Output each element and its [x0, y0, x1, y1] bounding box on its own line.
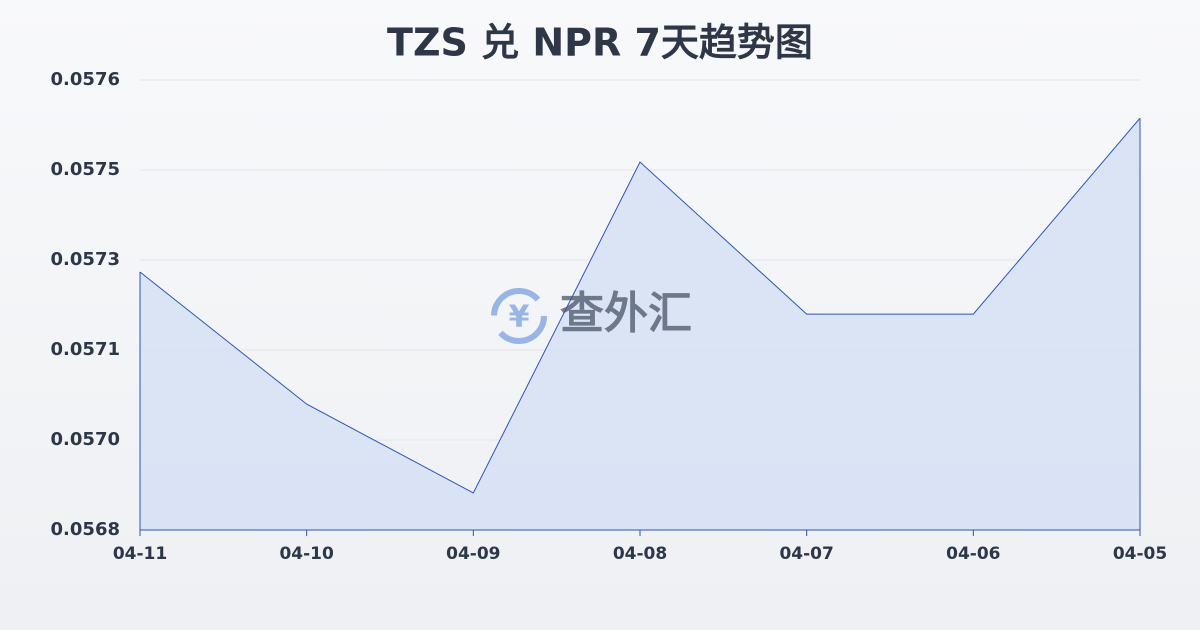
- x-tick-label: 04-09: [446, 544, 500, 564]
- x-tick-label: 04-05: [1113, 544, 1167, 564]
- y-tick-label: 0.0568: [51, 519, 120, 540]
- watermark-icon: [491, 288, 547, 344]
- x-tick-label: 04-06: [946, 544, 1000, 564]
- y-tick-label: 0.0576: [51, 69, 120, 90]
- y-tick-label: 0.0570: [51, 429, 120, 450]
- x-tick-label: 04-11: [113, 544, 167, 564]
- watermark: ¥ 查外汇: [491, 288, 692, 344]
- area: [140, 118, 1140, 531]
- watermark-text: 查外汇: [560, 288, 692, 339]
- x-tick-label: 04-07: [779, 544, 833, 564]
- x-tick-label: 04-08: [613, 544, 667, 564]
- line: [139, 117, 1141, 494]
- y-tick-label: 0.0575: [51, 159, 120, 180]
- plot-area: 0.0568 0.0570 0.0571 0.0573 0.0575 0.0576 04-1…: [51, 69, 1168, 564]
- y-tick-label: 0.0571: [51, 339, 120, 360]
- x-tick-label: 04-10: [279, 544, 334, 564]
- watermark-icon-symbol: ¥: [509, 300, 530, 335]
- chart-title: TZS 兑 NPR 7天趋势图: [387, 21, 813, 65]
- y-tick-label: 0.0573: [51, 249, 120, 270]
